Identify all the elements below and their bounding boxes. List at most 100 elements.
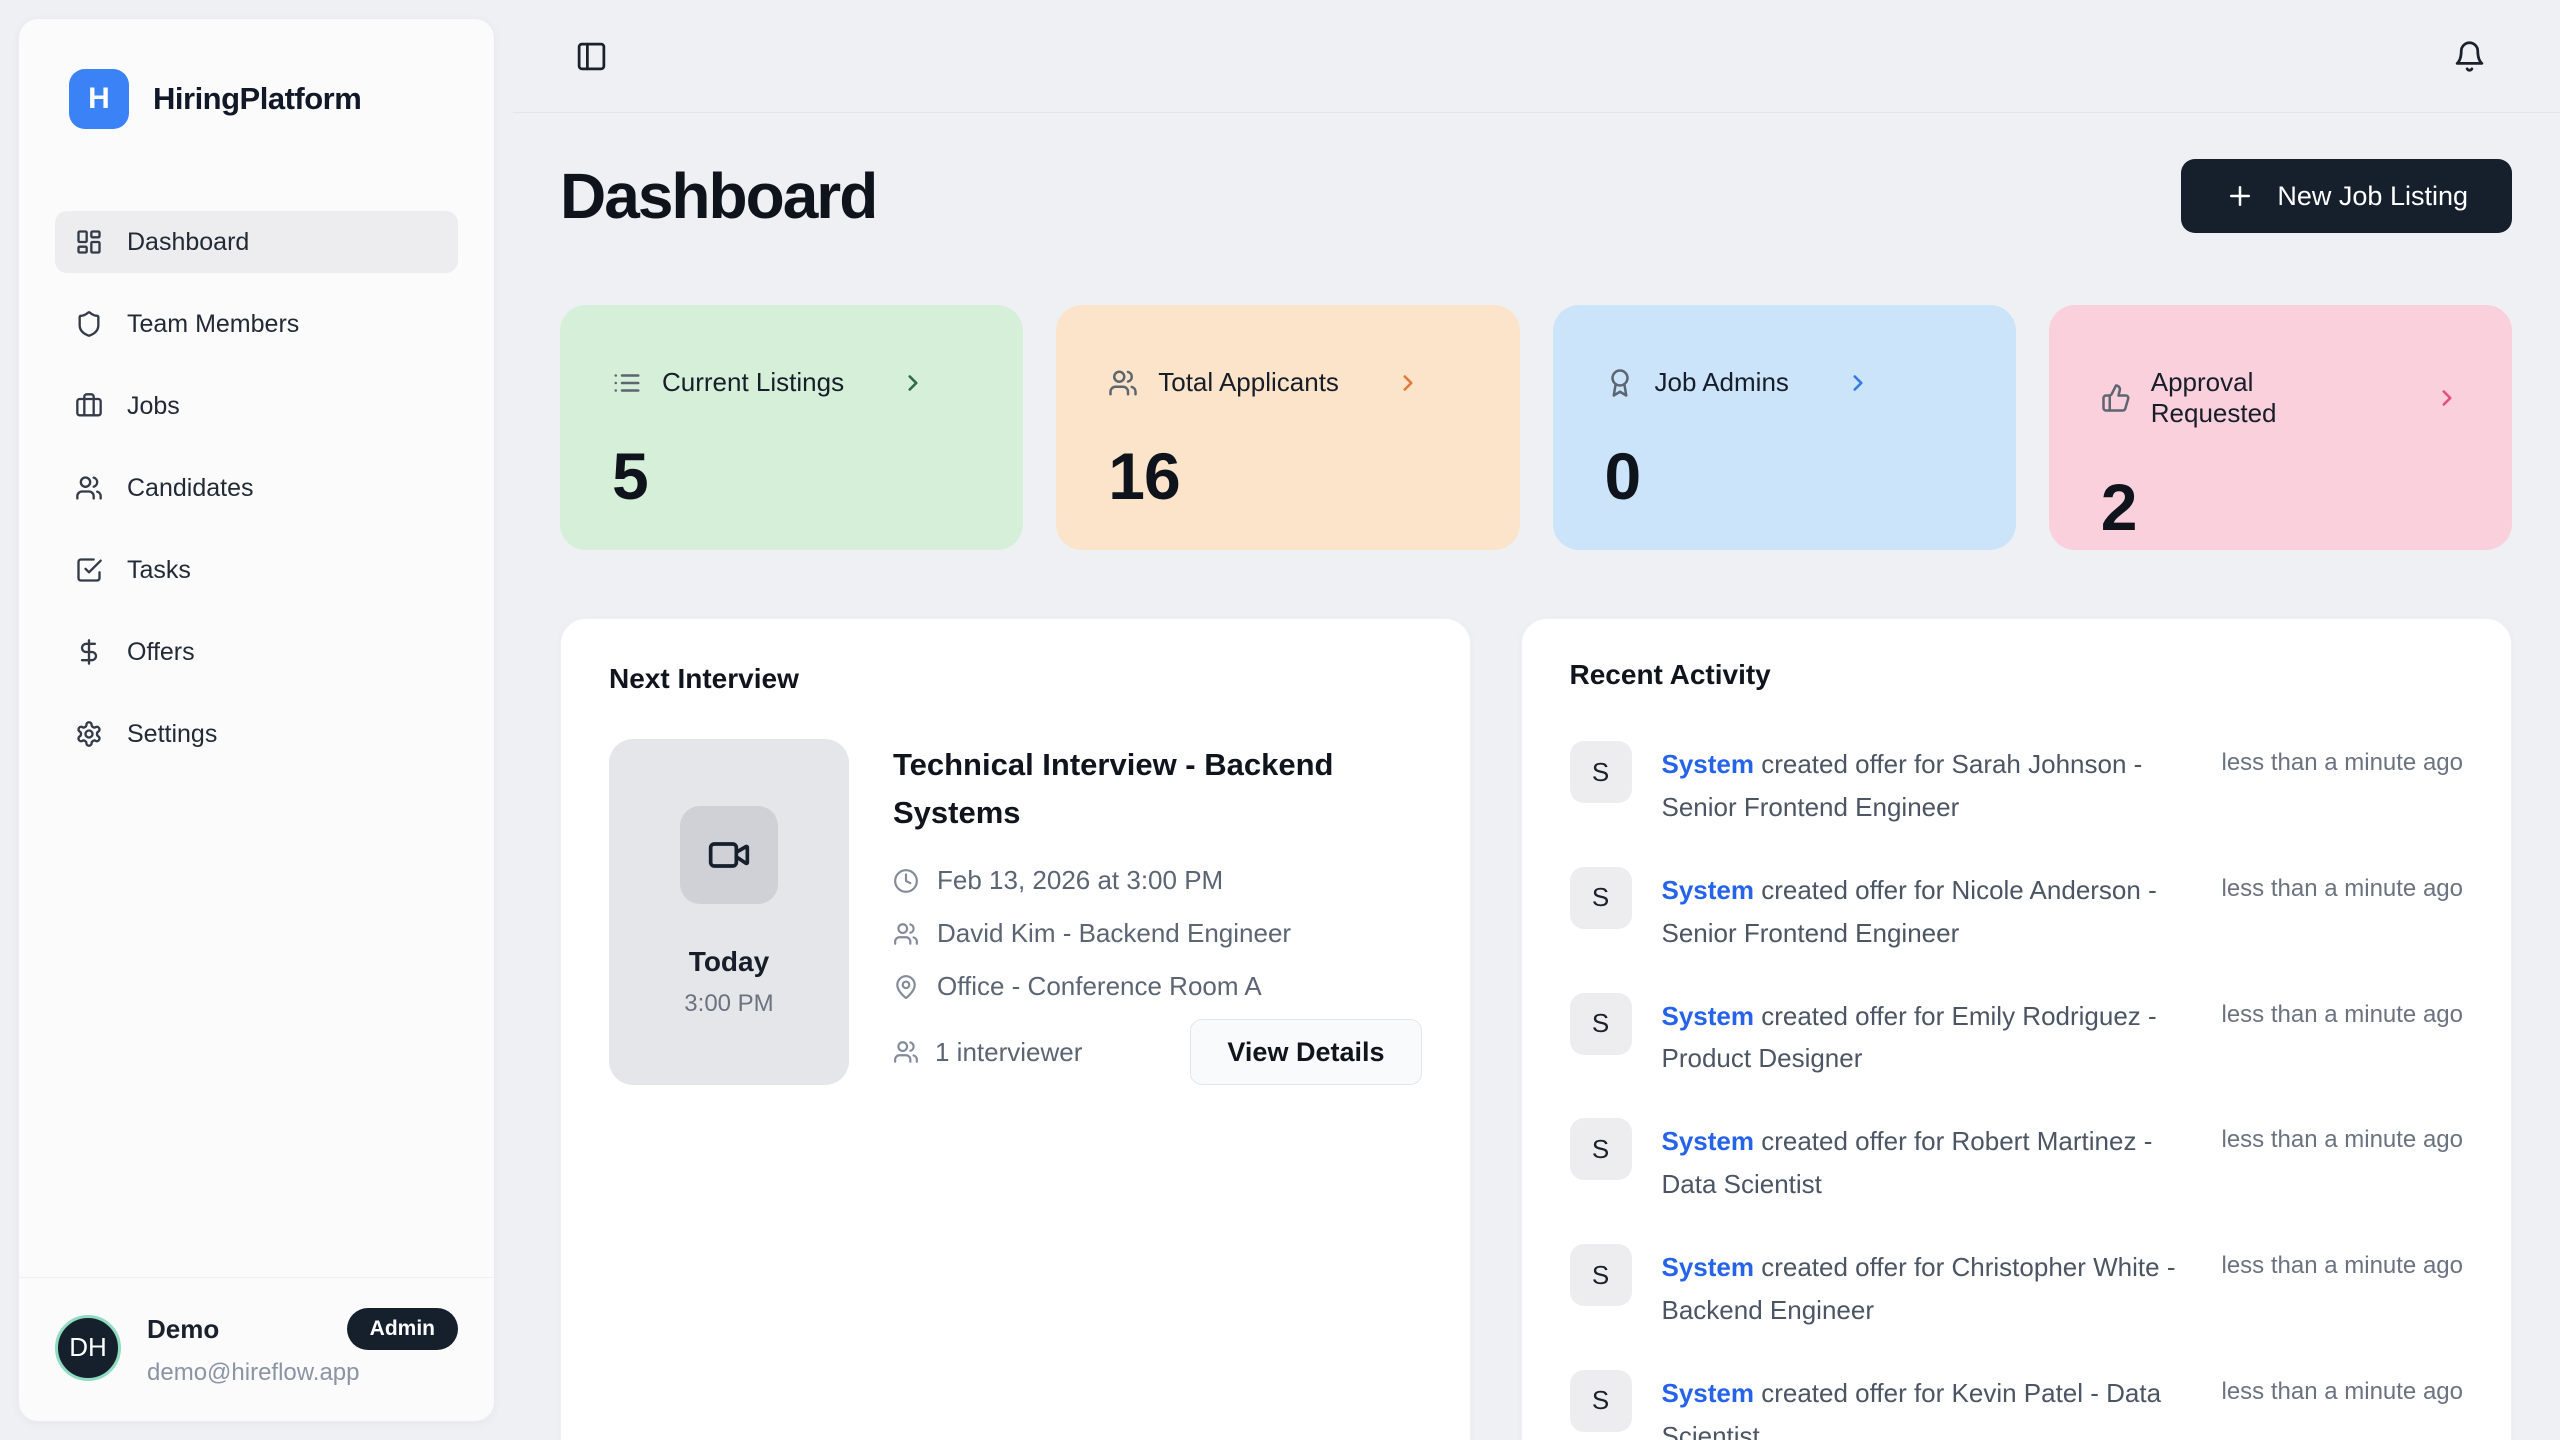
activity-text: System created offer for Nicole Anderson… [1661, 874, 2157, 948]
sidebar-item-label: Candidates [127, 473, 254, 502]
interview-date-label: Today [688, 946, 770, 977]
stat-card-total-applicants[interactable]: Total Applicants 16 [1056, 305, 1520, 550]
admin-badge: Admin [346, 1308, 458, 1350]
notifications-button[interactable] [2453, 40, 2486, 73]
activity-avatar: S [1569, 1118, 1632, 1181]
user-email: demo@hireflow.app [147, 1359, 360, 1386]
dashboard-grid-icon [77, 230, 101, 254]
interview-datetime: Feb 13, 2026 at 3:00 PM [893, 865, 1422, 896]
plus-icon [2230, 186, 2251, 206]
activity-item: S System created offer for Robert Martin… [1569, 1118, 2464, 1206]
view-details-button[interactable]: View Details [1190, 1019, 1422, 1085]
activity-actor-link[interactable]: System [1661, 1252, 1755, 1283]
avatar: DH [55, 1314, 121, 1381]
map-pin-icon [896, 974, 916, 999]
activity-actor-link[interactable]: System [1661, 1000, 1755, 1031]
stat-label: Total Applicants [1158, 367, 1339, 397]
next-interview-heading: Next Interview [609, 663, 799, 694]
activity-avatar: S [1569, 741, 1632, 803]
brand-name: HiringPlatform [153, 81, 362, 116]
sidebar-item-offers[interactable]: Offers [55, 621, 458, 683]
activity-text: System created offer for Robert Martinez… [1661, 1126, 2153, 1200]
sidebar-toggle-button[interactable] [575, 40, 608, 73]
shield-icon [78, 311, 100, 337]
chevron-right-icon [2442, 390, 2452, 406]
users-icon [894, 1041, 918, 1063]
sidebar-item-settings[interactable]: Settings [55, 703, 458, 765]
sidebar-item-dashboard[interactable]: Dashboard [55, 211, 458, 273]
activity-actor-link[interactable]: System [1661, 1377, 1755, 1408]
activity-text: System created offer for Christopher Whi… [1661, 1252, 2176, 1326]
sidebar: H HiringPlatform Dashboard Team Members … [18, 18, 495, 1422]
interview-date-tile: Today 3:00 PM [609, 739, 849, 1085]
stat-label: Job Admins [1654, 367, 1789, 397]
activity-item: S System created offer for Emily Rodrigu… [1569, 992, 2464, 1081]
activity-text: System created offer for Kevin Patel - D… [1661, 1377, 2162, 1440]
activity-avatar: S [1569, 1369, 1632, 1432]
interview-location: Office - Conference Room A [893, 971, 1422, 1002]
sidebar-nav: Dashboard Team Members Jobs Candidates T… [55, 211, 458, 785]
brand-logo: H [69, 69, 129, 129]
dollar-icon [80, 639, 98, 665]
check-square-icon [77, 558, 102, 582]
activity-actor-link[interactable]: System [1661, 1126, 1755, 1157]
sidebar-item-team-members[interactable]: Team Members [55, 293, 458, 355]
activity-timestamp: less than a minute ago [2221, 1000, 2464, 1028]
sidebar-item-candidates[interactable]: Candidates [55, 457, 458, 519]
users-icon [76, 476, 102, 500]
activity-text: System created offer for Sarah Johnson -… [1661, 749, 2143, 822]
users-icon [1109, 370, 1137, 395]
activity-timestamp: less than a minute ago [2221, 874, 2464, 902]
topbar [513, 0, 2560, 113]
next-interview-card: Next Interview Today 3:00 PM Technical I… [560, 618, 1471, 1440]
sidebar-item-label: Tasks [127, 555, 191, 584]
user-name: Demo [147, 1313, 220, 1344]
sidebar-item-tasks[interactable]: Tasks [55, 539, 458, 601]
activity-actor-link[interactable]: System [1661, 749, 1755, 779]
stat-card-current-listings[interactable]: Current Listings 5 [560, 305, 1024, 550]
activity-timestamp: less than a minute ago [2221, 1126, 2464, 1154]
panel-left-icon [577, 42, 606, 70]
interview-time-label: 3:00 PM [684, 990, 774, 1017]
main-area: Dashboard New Job Listing Current Listin… [513, 0, 2560, 1440]
activity-avatar: S [1569, 992, 1632, 1055]
interviewer-count: 1 interviewer [893, 1037, 1082, 1068]
users-icon [894, 922, 918, 945]
sidebar-item-label: Offers [127, 637, 195, 666]
activity-timestamp: less than a minute ago [2221, 1377, 2464, 1405]
clock-icon [894, 868, 918, 893]
stat-value: 16 [1108, 439, 1180, 513]
sidebar-item-label: Jobs [127, 391, 180, 420]
chevron-right-icon [1403, 374, 1413, 391]
chevron-right-icon [1853, 374, 1863, 391]
new-job-listing-button[interactable]: New Job Listing [2181, 159, 2512, 233]
video-camera-icon [708, 842, 750, 868]
list-icon [614, 373, 640, 392]
chevron-right-icon [908, 374, 918, 391]
stat-card-approval-requested[interactable]: Approval Requested 2 [2048, 305, 2512, 550]
sidebar-item-jobs[interactable]: Jobs [55, 375, 458, 437]
stat-card-job-admins[interactable]: Job Admins 0 [1552, 305, 2016, 550]
activity-list: S System created offer for Sarah Johnson… [1569, 741, 2464, 1440]
stat-value: 5 [612, 439, 649, 513]
new-job-listing-label: New Job Listing [2277, 180, 2468, 211]
gear-icon [77, 721, 101, 747]
interview-candidate: David Kim - Backend Engineer [893, 918, 1422, 949]
activity-item: S System created offer for Kevin Patel -… [1569, 1369, 2464, 1440]
interview-title: Technical Interview - Backend Systems [893, 747, 1334, 831]
page-title: Dashboard [560, 160, 878, 232]
activity-timestamp: less than a minute ago [2221, 1252, 2464, 1280]
briefcase-icon [76, 393, 102, 417]
stat-value: 0 [1604, 439, 1642, 513]
activity-actor-link[interactable]: System [1661, 874, 1755, 905]
brand: H HiringPlatform [55, 69, 458, 129]
user-section[interactable]: DH Demo Admin demo@hireflow.app [19, 1277, 494, 1421]
recent-activity-heading: Recent Activity [1569, 659, 1771, 690]
dashboard-content: Dashboard New Job Listing Current Listin… [513, 113, 2560, 1440]
activity-avatar: S [1569, 866, 1632, 929]
activity-timestamp: less than a minute ago [2221, 749, 2464, 776]
stats-row: Current Listings 5 Total Applicants 16 J… [560, 305, 2512, 550]
stat-label: Current Listings [662, 367, 845, 397]
stat-label: Approval Requested [2150, 367, 2277, 428]
activity-text: System created offer for Emily Rodriguez… [1661, 1000, 2157, 1074]
